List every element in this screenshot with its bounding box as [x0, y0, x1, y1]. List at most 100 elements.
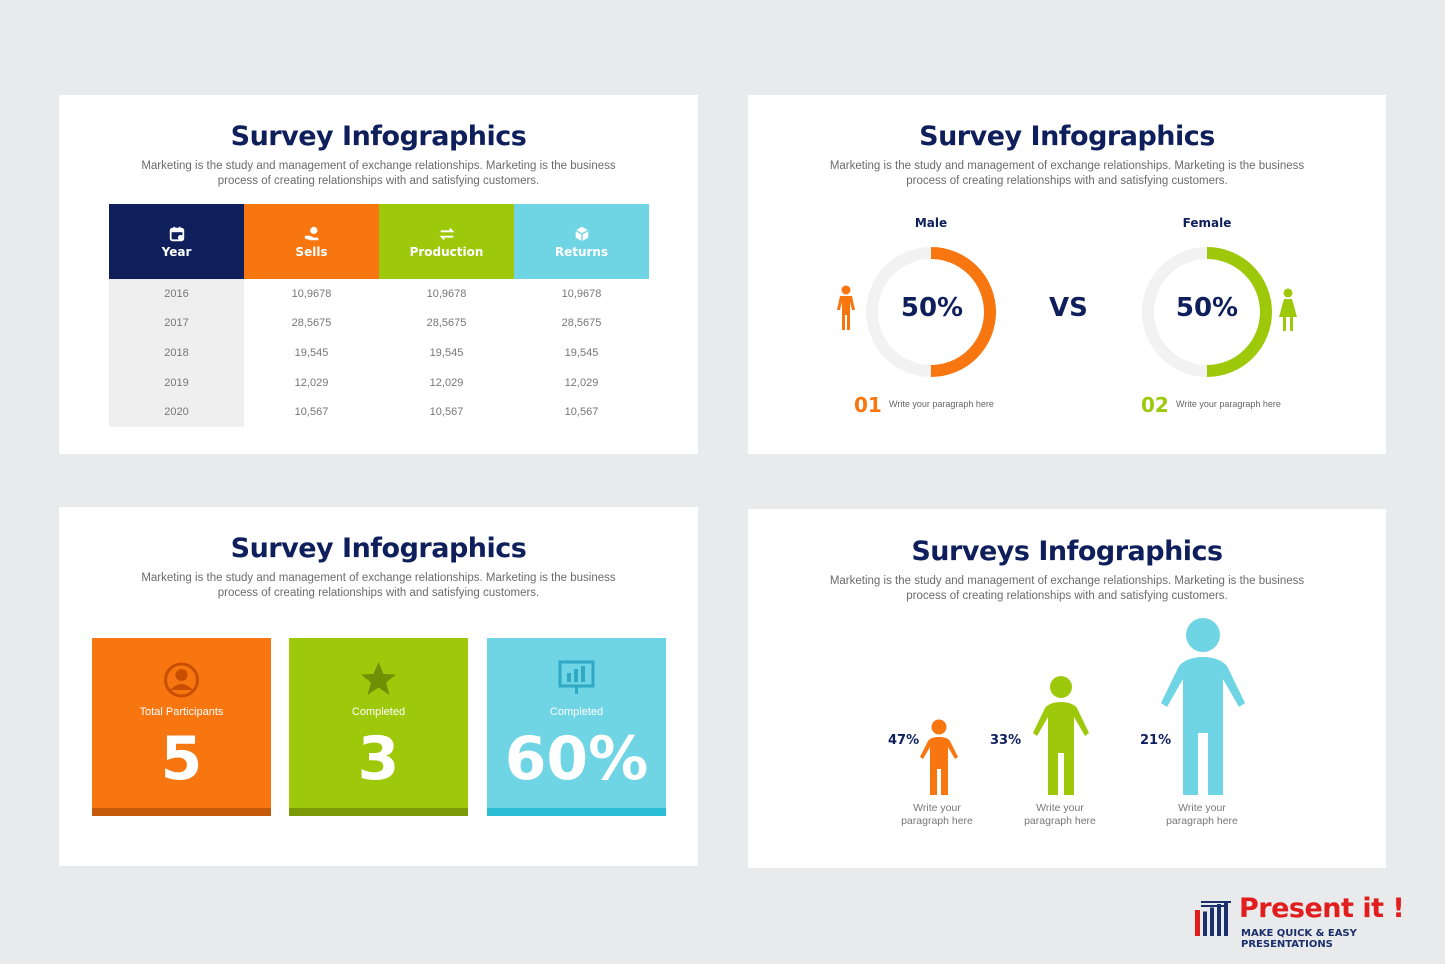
subtitle-line: process of creating relationships with a… — [217, 174, 540, 187]
header-year: Year — [109, 204, 244, 279]
male-percent: 50% — [900, 293, 964, 323]
caption-line: Write your — [913, 802, 961, 814]
female-percent: 50% — [1175, 293, 1239, 323]
person-caption: Write your paragraph here — [1142, 802, 1262, 828]
survey-table: Year Sells Production Returns 2016 — [109, 204, 649, 427]
female-person-icon — [1279, 288, 1297, 331]
card-value: 60% — [504, 724, 649, 794]
slide-title: Survey Infographics — [230, 533, 527, 564]
production-cell: 19,545 — [429, 346, 464, 359]
subtitle-line: Marketing is the study and management of… — [141, 572, 616, 584]
person-caption: Write your paragraph here — [1000, 802, 1120, 828]
stat-card-participants: Total Participants 5 — [92, 638, 271, 816]
slide-title: Survey Infographics — [919, 121, 1215, 152]
subtitle-line: process of creating relationships with a… — [906, 174, 1228, 187]
slide-subtitle: Marketing is the study and management of… — [808, 159, 1326, 188]
sells-cell: 10,567 — [294, 406, 329, 419]
slide-table: Survey Infographics Marketing is the stu… — [59, 95, 698, 454]
female-text: Write your paragraph here — [1176, 399, 1281, 409]
male-donut — [866, 247, 996, 377]
slide-subtitle: Marketing is the study and management of… — [119, 571, 638, 600]
sells-cell: 28,5675 — [291, 317, 332, 330]
table-row: 2020 10,567 10,567 10,567 — [109, 397, 649, 427]
box-icon — [574, 226, 589, 241]
sells-cell: 19,545 — [294, 346, 329, 359]
person-icon — [920, 719, 958, 795]
female-label: Female — [1182, 216, 1232, 230]
person-caption: Write your paragraph here — [877, 802, 997, 828]
slide-title: Surveys Infographics — [911, 536, 1223, 567]
logo-name: Present it ! — [1239, 893, 1405, 924]
sells-cell: 10,9678 — [291, 287, 332, 300]
person-percent: 47% — [888, 733, 920, 748]
returns-cell: 19,545 — [564, 346, 599, 359]
male-text: Write your paragraph here — [889, 399, 994, 409]
returns-cell: 10,567 — [564, 406, 599, 419]
header-label: Production — [409, 244, 484, 259]
table-row: 2019 12,029 12,029 12,029 — [109, 367, 649, 398]
table-row: 2016 10,9678 10,9678 10,9678 — [109, 279, 649, 309]
logo-lines-icon — [1195, 901, 1231, 936]
user-circle-icon — [164, 662, 199, 698]
vs-label: VS — [1049, 293, 1088, 323]
production-cell: 12,029 — [429, 376, 464, 389]
production-cell: 28,5675 — [426, 317, 467, 330]
stat-card-completed-percent: Completed 60% — [487, 638, 666, 816]
slide-stat-cards: Survey Infographics Marketing is the stu… — [59, 507, 698, 866]
card-value: 3 — [357, 724, 400, 794]
caption-line: Write your — [1036, 802, 1084, 814]
female-number: 02 — [1141, 393, 1169, 417]
card-value: 5 — [160, 724, 203, 794]
card-label: Total Participants — [139, 706, 224, 718]
slide-subtitle: Marketing is the study and management of… — [119, 159, 638, 188]
header-label: Sells — [295, 244, 328, 259]
person-icon — [1033, 676, 1089, 795]
logo-tagline: MAKE QUICK & EASY PRESENTATIONS — [1241, 928, 1357, 950]
slide-gender-donuts: Survey Infographics Marketing is the stu… — [748, 95, 1386, 454]
header-label: Year — [161, 244, 192, 259]
header-sells: Sells — [244, 204, 379, 279]
caption-line: paragraph here — [901, 815, 973, 827]
year-cell: 2018 — [109, 338, 244, 368]
female-donut-arc — [1142, 247, 1272, 377]
male-label: Male — [914, 216, 948, 230]
card-stripe — [92, 808, 271, 816]
subtitle-line: process of creating relationships with a… — [906, 589, 1228, 602]
subtitle-line: process of creating relationships with a… — [217, 586, 540, 599]
year-cell: 2016 — [109, 279, 244, 309]
header-production: Production — [379, 204, 514, 279]
slide-subtitle: Marketing is the study and management of… — [808, 574, 1326, 603]
header-returns: Returns — [514, 204, 649, 279]
returns-cell: 28,5675 — [561, 317, 602, 330]
returns-cell: 10,9678 — [561, 287, 602, 300]
year-cell: 2017 — [109, 308, 244, 339]
production-cell: 10,567 — [429, 406, 464, 419]
card-stripe — [487, 808, 666, 816]
header-label: Returns — [554, 244, 609, 259]
production-cell: 10,9678 — [426, 287, 467, 300]
table-row: 2017 28,5675 28,5675 28,5675 — [109, 308, 649, 339]
card-stripe — [289, 808, 468, 816]
star-icon — [361, 662, 396, 695]
sells-cell: 12,029 — [294, 376, 329, 389]
year-cell: 2019 — [109, 367, 244, 398]
card-label: Completed — [549, 706, 604, 718]
subtitle-line: Marketing is the study and management of… — [829, 575, 1305, 587]
caption-line: Write your — [1178, 802, 1226, 814]
stat-card-completed: Completed 3 — [289, 638, 468, 816]
caption-line: paragraph here — [1024, 815, 1096, 827]
person-icon — [1161, 618, 1245, 795]
person-percent: 33% — [990, 733, 1022, 748]
arrows-exchange-icon — [438, 227, 455, 240]
male-number: 01 — [854, 393, 882, 417]
subtitle-line: Marketing is the study and management of… — [829, 160, 1305, 172]
person-percent: 21% — [1140, 733, 1172, 748]
calendar-icon — [169, 226, 184, 241]
brand-logo: Present it ! MAKE QUICK & EASY PRESENTAT… — [1193, 893, 1433, 950]
male-person-icon — [837, 285, 855, 330]
slide-title: Survey Infographics — [230, 121, 527, 152]
subtitle-line: Marketing is the study and management of… — [141, 160, 616, 172]
slide-people-sizes: Surveys Infographics Marketing is the st… — [748, 509, 1386, 868]
female-donut — [1142, 247, 1272, 377]
caption-line: paragraph here — [1166, 815, 1238, 827]
